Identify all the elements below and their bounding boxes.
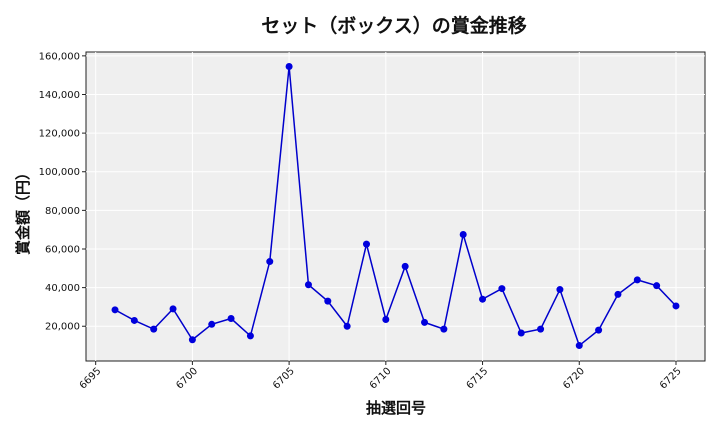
data-point (266, 258, 274, 266)
data-point (498, 285, 506, 293)
data-point (111, 306, 119, 314)
data-point (479, 295, 487, 303)
data-point (633, 276, 641, 284)
data-point (208, 320, 216, 328)
data-point (401, 262, 409, 270)
data-point (440, 325, 448, 333)
y-tick-label: 40,000 (45, 283, 80, 294)
data-point (459, 231, 467, 239)
data-point (517, 329, 525, 337)
y-tick-label: 100,000 (39, 167, 80, 178)
x-tick-label: 6705 (271, 366, 297, 392)
x-axis: 6695 6700 6705 6710 6715 6720 6725 (78, 361, 684, 391)
x-axis-title: 抽選回号 (366, 399, 426, 417)
data-point (285, 62, 293, 70)
data-point (537, 325, 545, 333)
data-point (382, 315, 390, 323)
y-axis-title: 賞金額（円） (14, 165, 32, 255)
data-point (246, 332, 254, 340)
y-tick-label: 120,000 (39, 129, 80, 140)
plot-area (85, 51, 706, 362)
data-point (304, 281, 312, 289)
data-point (421, 318, 429, 326)
y-tick-label: 60,000 (45, 244, 80, 255)
x-tick-label: 6700 (174, 366, 200, 392)
y-tick-label: 80,000 (45, 206, 80, 217)
data-point (227, 315, 235, 323)
data-point (343, 322, 351, 330)
data-point (324, 297, 332, 305)
x-tick-label: 6725 (658, 366, 684, 392)
data-point (556, 286, 564, 294)
data-point (595, 326, 603, 334)
data-point (672, 302, 680, 310)
data-point (130, 316, 138, 324)
x-tick-label: 6715 (465, 366, 491, 392)
data-point (653, 282, 661, 290)
data-point (575, 342, 583, 350)
grid (86, 52, 705, 361)
series (111, 62, 680, 350)
series-line (114, 66, 677, 347)
x-tick-label: 6710 (368, 366, 394, 392)
chart-title: セット（ボックス）の賞金推移 (261, 14, 526, 37)
y-tick-label: 160,000 (39, 51, 80, 62)
y-axis: 20,000 40,000 60,000 80,000 100,000 120,000 14… (39, 51, 86, 333)
data-point (150, 325, 158, 333)
x-tick-label: 6720 (561, 366, 587, 392)
y-tick-label: 20,000 (45, 322, 80, 333)
data-point (614, 290, 622, 298)
data-point (169, 305, 177, 313)
x-tick-label: 6695 (78, 366, 104, 392)
data-point (362, 240, 370, 248)
y-tick-label: 140,000 (39, 90, 80, 101)
data-point (188, 336, 196, 344)
